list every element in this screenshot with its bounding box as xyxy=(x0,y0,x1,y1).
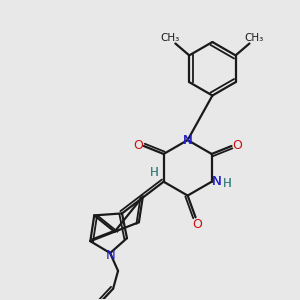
Text: H: H xyxy=(223,177,232,190)
Text: H: H xyxy=(223,177,232,190)
Text: N: N xyxy=(183,134,193,147)
Text: N: N xyxy=(212,175,221,188)
Text: N: N xyxy=(183,134,193,147)
Text: O: O xyxy=(133,139,143,152)
Text: O: O xyxy=(232,139,242,152)
Text: CH₃: CH₃ xyxy=(245,33,264,43)
Text: H: H xyxy=(150,166,159,179)
Text: N: N xyxy=(212,175,221,188)
Text: CH₃: CH₃ xyxy=(161,33,180,43)
Text: O: O xyxy=(193,218,202,231)
Text: H: H xyxy=(150,166,159,179)
Text: N: N xyxy=(106,248,116,262)
